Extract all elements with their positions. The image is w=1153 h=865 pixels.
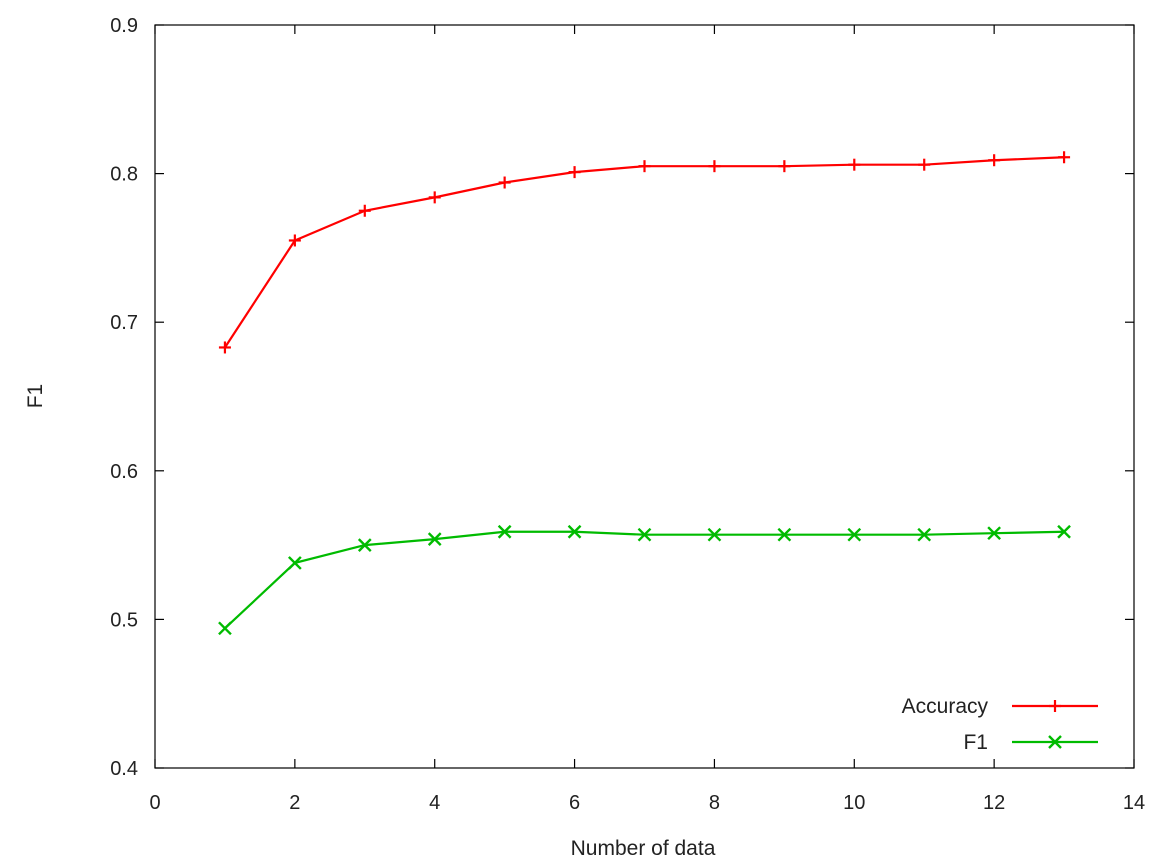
x-tick-label: 10	[843, 792, 865, 814]
legend-label-f1: F1	[963, 731, 988, 754]
data-point-accuracy	[218, 341, 231, 354]
data-point-accuracy	[778, 160, 791, 173]
data-point-f1	[357, 538, 372, 552]
x-tick-label: 6	[569, 792, 580, 814]
data-point-f1	[567, 524, 582, 539]
y-tick-label: 0.8	[110, 164, 138, 186]
data-point-accuracy	[848, 158, 861, 171]
x-tick-label: 14	[1123, 792, 1145, 814]
data-point-accuracy	[638, 160, 651, 173]
data-point-accuracy	[988, 154, 1001, 167]
plot-frame	[154, 24, 1135, 769]
data-point-accuracy	[708, 160, 721, 173]
data-point-f1	[707, 527, 722, 542]
y-tick-label: 0.4	[110, 758, 138, 780]
legend: Accuracy F1	[902, 695, 1098, 754]
data-point-accuracy	[918, 158, 931, 171]
y-tick-label: 0.9	[110, 15, 138, 37]
x-tick-label: 12	[983, 792, 1005, 814]
y-axis: 0.4 0.5 0.6 0.7 0.8 0.9	[110, 15, 1134, 780]
x-axis-label: Number of data	[571, 837, 716, 860]
data-point-accuracy	[568, 166, 581, 179]
plot-border	[154, 24, 1135, 769]
data-point-f1	[847, 527, 862, 542]
data-point-f1	[917, 527, 932, 542]
data-point-f1	[427, 532, 442, 547]
x-tick-label: 0	[149, 792, 160, 814]
series-line-f1	[224, 530, 1065, 630]
data-point-f1	[497, 524, 512, 539]
legend-marker-accuracy	[1049, 700, 1061, 712]
series-line-accuracy	[224, 156, 1065, 349]
x-tick-label: 8	[709, 792, 720, 814]
x-axis: 0 2 4 6 8 10 12 14	[149, 25, 1145, 814]
y-tick-label: 0.5	[110, 609, 138, 631]
series-layer	[218, 151, 1071, 636]
data-point-f1	[987, 526, 1001, 541]
data-point-accuracy	[288, 234, 301, 247]
legend-label-accuracy: Accuracy	[902, 695, 989, 718]
x-tick-label: 4	[429, 792, 440, 814]
x-tick-label: 2	[289, 792, 300, 814]
data-point-f1	[637, 527, 652, 542]
data-point-accuracy	[358, 204, 371, 217]
y-tick-label: 0.6	[110, 461, 138, 483]
legend-marker-f1	[1048, 735, 1062, 749]
data-point-accuracy	[498, 176, 511, 189]
y-axis-label: F1	[24, 384, 47, 409]
data-point-accuracy	[428, 191, 441, 204]
data-point-f1	[777, 527, 792, 542]
data-point-f1	[288, 556, 302, 570]
data-point-f1	[218, 621, 232, 636]
data-point-accuracy	[1058, 151, 1071, 164]
data-point-f1	[1057, 524, 1071, 539]
y-tick-label: 0.7	[110, 312, 138, 334]
